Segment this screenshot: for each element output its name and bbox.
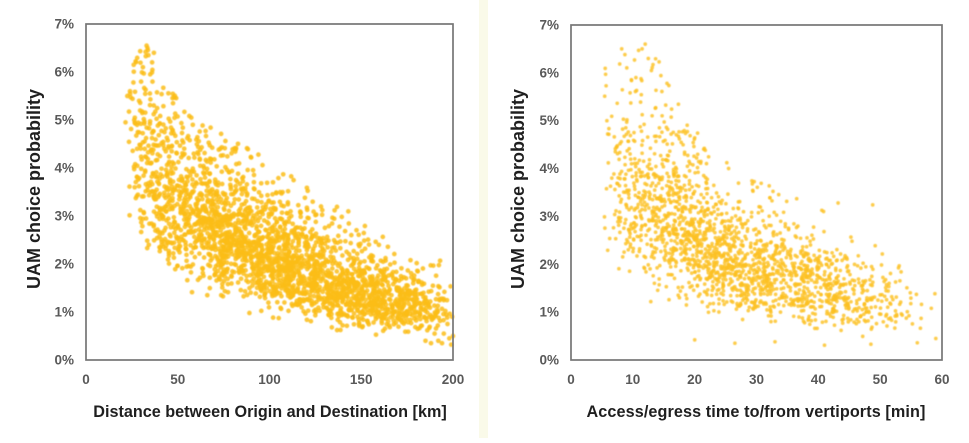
svg-text:30: 30 [749,372,764,387]
svg-text:2%: 2% [54,257,74,272]
svg-text:10: 10 [625,372,640,387]
svg-text:Access/egress time to/from ver: Access/egress time to/from vertiports [m… [587,403,926,421]
svg-text:4%: 4% [54,161,74,176]
svg-text:40: 40 [811,372,826,387]
svg-text:100: 100 [258,372,281,387]
svg-text:1%: 1% [54,305,74,320]
svg-text:0%: 0% [539,353,559,368]
svg-text:60: 60 [934,372,949,387]
svg-text:0: 0 [567,372,575,387]
svg-text:150: 150 [350,372,373,387]
svg-text:UAM choice probability: UAM choice probability [508,89,528,289]
svg-text:6%: 6% [54,65,74,80]
svg-text:5%: 5% [539,113,559,128]
svg-text:2%: 2% [539,257,559,272]
svg-text:1%: 1% [539,305,559,320]
svg-text:Distance between Origin and De: Distance between Origin and Destination … [93,403,447,421]
svg-text:7%: 7% [54,17,74,32]
svg-text:0: 0 [82,372,90,387]
svg-text:3%: 3% [54,209,74,224]
svg-text:20: 20 [687,372,702,387]
svg-text:6%: 6% [539,65,559,80]
svg-text:3%: 3% [539,209,559,224]
svg-text:200: 200 [442,372,465,387]
svg-text:0%: 0% [54,353,74,368]
svg-text:7%: 7% [539,18,559,33]
svg-text:50: 50 [873,372,888,387]
svg-text:UAM choice probability: UAM choice probability [24,89,44,289]
svg-text:4%: 4% [539,161,559,176]
svg-text:50: 50 [170,372,185,387]
svg-text:5%: 5% [54,113,74,128]
